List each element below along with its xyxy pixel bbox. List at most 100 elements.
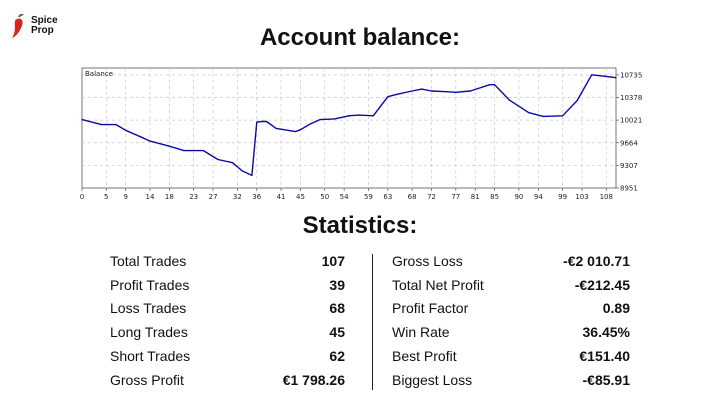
stat-row: Total Net Profit -€212.45 — [392, 277, 630, 299]
stat-label: Long Trades — [110, 324, 188, 341]
balance-point — [241, 170, 243, 172]
balance-point — [372, 115, 374, 117]
stats-divider — [372, 254, 373, 390]
stat-value: €1 798.26 — [282, 371, 345, 388]
x-tick-label: 45 — [296, 193, 305, 201]
balance-point — [605, 75, 607, 78]
stat-label: Gross Loss — [392, 253, 463, 269]
balance-point — [333, 118, 336, 120]
stat-row: Biggest Loss -€85.91 — [392, 372, 630, 394]
x-tick-label: 63 — [383, 193, 392, 201]
y-tick-label: 9664 — [620, 139, 638, 147]
stat-value: 107 — [321, 253, 345, 269]
stat-value: 39 — [329, 276, 345, 293]
x-tick-label: 36 — [252, 193, 261, 201]
balance-point — [489, 84, 491, 86]
x-tick-label: 18 — [165, 193, 174, 201]
x-tick-label: 108 — [600, 193, 613, 201]
balance-point — [295, 131, 297, 133]
stat-value: 0.89 — [602, 300, 630, 317]
x-tick-label: 99 — [558, 193, 567, 201]
stat-value: €151.40 — [579, 347, 630, 364]
y-tick-label: 10735 — [620, 71, 642, 79]
balance-point — [576, 99, 578, 102]
balance-point — [396, 93, 399, 95]
balance-point — [508, 99, 510, 101]
stats-title: Statistics: — [302, 212, 418, 239]
y-tick-label: 9307 — [620, 162, 638, 170]
x-tick-label: 14 — [146, 193, 155, 201]
balance-point — [615, 77, 617, 79]
x-tick-label: 94 — [534, 193, 543, 201]
page-title: Account balance: — [259, 24, 461, 51]
stat-value: -€2 010.71 — [563, 253, 630, 269]
x-tick-label: 59 — [364, 193, 373, 201]
stat-row: Gross Loss -€2 010.71 — [392, 253, 630, 275]
x-tick-label: 54 — [340, 193, 349, 201]
balance-point — [421, 88, 423, 90]
logo-line-2: Prop — [31, 25, 54, 36]
x-tick-label: 68 — [408, 193, 417, 201]
balance-point — [81, 118, 83, 121]
x-tick-label: 103 — [575, 193, 588, 201]
x-tick-label: 72 — [427, 193, 436, 201]
stat-value: 68 — [329, 300, 345, 317]
balance-point — [455, 91, 457, 93]
balance-point — [256, 121, 258, 123]
x-tick-label: 85 — [490, 193, 499, 201]
stat-row: Profit Factor 0.89 — [392, 300, 630, 322]
stat-label: Profit Factor — [392, 300, 469, 317]
stat-row: Total Trades 107 — [110, 253, 345, 275]
logo-text: Spice Prop — [31, 16, 58, 36]
y-tick-label: 10021 — [620, 117, 642, 125]
balance-point — [542, 115, 544, 117]
stat-value: 62 — [329, 347, 345, 364]
balance-point — [591, 74, 593, 76]
stat-row: Long Trades 45 — [110, 324, 345, 346]
balance-point — [562, 115, 564, 117]
balance-point — [309, 123, 311, 125]
balance-point — [358, 114, 360, 116]
x-tick-label: 27 — [209, 193, 218, 201]
balance-point — [411, 90, 413, 92]
plot-frame — [81, 67, 617, 189]
x-tick-label: 0 — [80, 193, 84, 201]
stat-row: Short Trades 62 — [110, 348, 345, 370]
balance-point — [299, 129, 302, 131]
balance-point — [100, 124, 103, 126]
x-tick-label: 41 — [277, 193, 286, 201]
balance-point — [261, 120, 263, 123]
chili-pepper-icon — [12, 14, 24, 38]
balance-point — [469, 90, 471, 92]
stat-label: Total Net Profit — [392, 276, 484, 293]
y-tick-label: 10378 — [620, 94, 642, 102]
balance-point — [528, 111, 530, 114]
balance-point — [494, 84, 496, 86]
x-tick-label: 23 — [189, 193, 198, 201]
brand-logo: Spice Prop — [10, 14, 70, 40]
balance-point — [319, 118, 321, 121]
stat-label: Profit Trades — [110, 276, 190, 293]
stat-value: 45 — [329, 324, 345, 341]
balance-chart: 0 5 9 14 18 23 27 32 36 41 45 50 54 59 63 68 72 77 81 85 90 9… — [80, 66, 650, 204]
x-tick-label: 90 — [514, 193, 523, 201]
balance-point — [275, 127, 277, 130]
logo-line-1: Spice — [31, 15, 58, 26]
balance-point — [430, 90, 433, 92]
x-tick-label: 9 — [123, 193, 127, 201]
stat-row: Best Profit €151.40 — [392, 348, 630, 370]
balance-point — [139, 136, 141, 138]
stat-label: Biggest Loss — [392, 371, 473, 388]
stat-value: 36.45% — [582, 324, 630, 341]
balance-point — [231, 162, 234, 164]
stat-label: Win Rate — [392, 324, 450, 341]
chart-title: Balance — [85, 70, 113, 78]
balance-chart-svg: 0 5 9 14 18 23 27 32 36 41 45 50 54 59 63 68 72 77 81 85 90 9… — [80, 67, 642, 201]
x-tick-label: 5 — [104, 193, 108, 201]
balance-point — [445, 91, 447, 93]
stat-label: Short Trades — [110, 347, 191, 364]
y-tick-label: 8951 — [620, 185, 638, 193]
stat-value: -€212.45 — [574, 276, 630, 293]
balance-point — [265, 120, 268, 123]
stat-value: -€85.91 — [582, 371, 630, 388]
